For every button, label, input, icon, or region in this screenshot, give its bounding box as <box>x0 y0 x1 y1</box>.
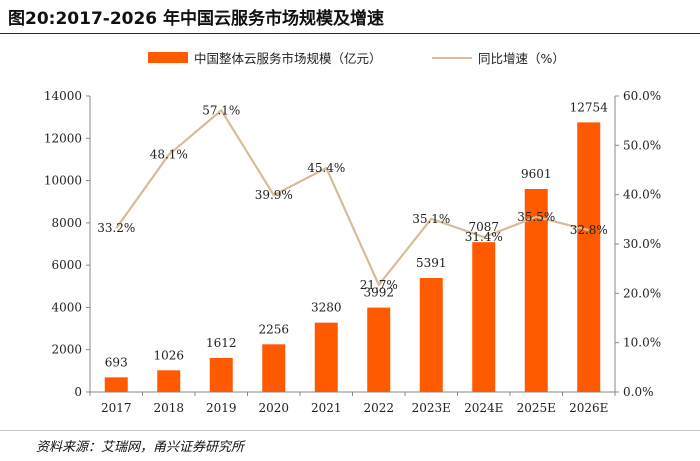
bar <box>419 278 443 392</box>
growth-value-label: 21.7% <box>360 278 398 292</box>
x-tick-label: 2024E <box>464 401 503 415</box>
bar-value-label: 5391 <box>416 256 447 270</box>
legend: 中国整体云服务市场规模（亿元） 同比增速（%） <box>0 46 700 70</box>
x-tick-label: 2025E <box>517 401 556 415</box>
bar <box>367 307 391 392</box>
legend-swatch-line <box>432 56 472 59</box>
chart-title: 图20:2017-2026 年中国云服务市场规模及增速 <box>8 9 385 29</box>
y-right-tick-label: 30.0% <box>623 237 661 251</box>
x-tick-label: 2023E <box>412 401 451 415</box>
growth-value-label: 35.1% <box>412 212 450 226</box>
growth-value-label: 57.1% <box>202 103 240 117</box>
bar-value-label: 3280 <box>311 301 342 315</box>
y-right-tick-label: 50.0% <box>623 138 661 152</box>
y-left-tick-label: 4000 <box>51 300 82 314</box>
bar <box>524 189 548 392</box>
bar-value-label: 2256 <box>258 322 289 336</box>
x-tick-label: 2017 <box>101 401 132 415</box>
legend-item-line: 同比增速（%） <box>432 48 565 67</box>
bar <box>262 344 286 392</box>
y-left-tick-label: 6000 <box>51 258 82 272</box>
y-left-tick-label: 2000 <box>51 343 82 357</box>
source-note: 资料来源：艾瑞网，甬兴证券研究所 <box>36 440 245 455</box>
bar <box>104 377 128 392</box>
y-right-tick-label: 0.0% <box>623 385 654 399</box>
y-left-tick-label: 10000 <box>44 174 82 188</box>
legend-label-bar: 中国整体云服务市场规模（亿元） <box>194 51 382 66</box>
title-divider <box>0 33 700 34</box>
y-left-tick-label: 12000 <box>44 131 82 145</box>
bar-value-label: 7087 <box>468 220 499 234</box>
y-right-tick-label: 10.0% <box>623 336 661 350</box>
bar-value-label: 12754 <box>570 100 609 114</box>
growth-line <box>115 109 590 286</box>
bar <box>157 370 181 392</box>
growth-value-label: 45.4% <box>307 161 345 175</box>
bar-value-label: 1026 <box>153 348 184 362</box>
growth-value-label: 32.8% <box>570 223 608 237</box>
bar-value-label: 9601 <box>521 167 552 181</box>
y-right-tick-label: 60.0% <box>623 89 661 103</box>
growth-value-label: 33.2% <box>97 221 135 235</box>
bar <box>209 357 233 392</box>
x-tick-label: 2021 <box>311 401 342 415</box>
bar-value-label: 1612 <box>206 336 237 350</box>
x-tick-label: 2019 <box>206 401 237 415</box>
bar-value-label: 693 <box>105 355 128 369</box>
bar <box>314 322 338 392</box>
growth-value-label: 48.1% <box>150 148 188 162</box>
y-right-tick-label: 20.0% <box>623 286 661 300</box>
x-tick-label: 2022 <box>363 401 394 415</box>
legend-item-bar: 中国整体云服务市场规模（亿元） <box>148 48 382 67</box>
bar <box>472 242 496 392</box>
growth-value-label: 31.4% <box>465 230 503 244</box>
legend-swatch-bar <box>148 52 188 63</box>
x-tick-label: 2026E <box>569 401 608 415</box>
x-tick-label: 2020 <box>258 401 289 415</box>
x-tick-label: 2018 <box>153 401 184 415</box>
source-divider <box>0 430 700 431</box>
y-right-tick-label: 40.0% <box>623 188 661 202</box>
growth-value-label: 39.9% <box>255 188 293 202</box>
growth-value-label: 35.5% <box>517 210 555 224</box>
y-left-tick-label: 14000 <box>44 89 82 103</box>
legend-label-line: 同比增速（%） <box>478 51 565 66</box>
y-left-tick-label: 0 <box>74 385 82 399</box>
bar <box>577 122 601 393</box>
y-left-tick-label: 8000 <box>51 216 82 230</box>
bar-value-label: 3992 <box>363 286 394 300</box>
